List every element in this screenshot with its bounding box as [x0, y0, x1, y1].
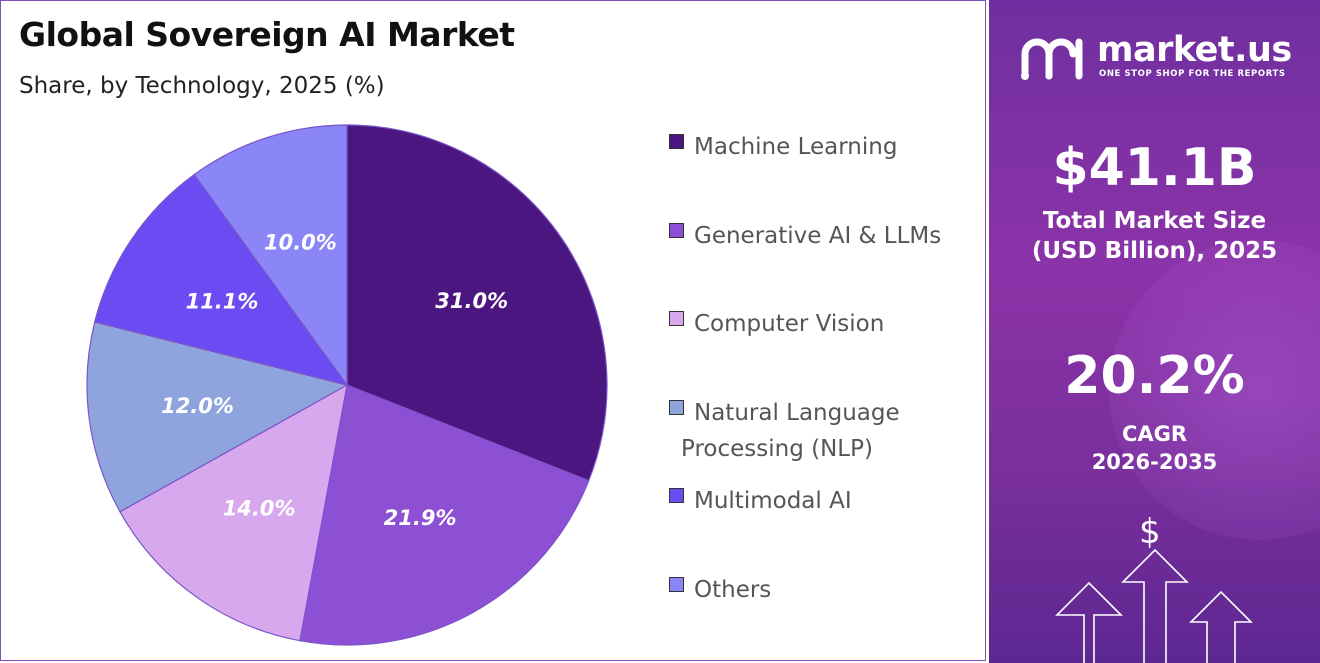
growth-arrows-icon — [1055, 548, 1253, 663]
cagr-period: 2026-2035 — [1091, 450, 1218, 474]
legend-swatch — [669, 311, 684, 326]
pie-slice-machine-learning — [346, 124, 608, 482]
market-size-sublabel: (USD Billion), 2025 — [1031, 238, 1278, 264]
pie-data-label: 11.1% — [186, 290, 259, 314]
market-size-label: Total Market Size — [1042, 208, 1267, 234]
pie-slice-others — [193, 124, 348, 387]
summary-sidebar: market.us ONE STOP SHOP FOR THE REPORTS … — [989, 0, 1320, 663]
pie-slice-generative-ai-llms — [299, 384, 590, 646]
chart-panel: Global Sovereign AI Market Share, by Tec… — [0, 0, 986, 661]
legend-label: Machine Learning — [694, 134, 898, 160]
chart-subtitle: Share, by Technology, 2025 (%) — [19, 73, 385, 99]
legend-swatch — [669, 577, 684, 592]
pie-data-label: 21.9% — [384, 506, 457, 530]
legend-label: Multimodal AI — [694, 488, 852, 514]
pie-data-label: 12.0% — [161, 394, 234, 418]
legend-label: Others — [694, 577, 772, 603]
market-us-logo-icon — [1021, 38, 1083, 80]
pie-data-label: 10.0% — [264, 231, 337, 255]
cagr-label: CAGR — [1121, 422, 1188, 446]
legend-swatch — [669, 134, 684, 149]
legend-swatch — [669, 223, 684, 238]
legend-swatch — [669, 488, 684, 503]
pie-slice-multimodal-ai — [94, 173, 349, 386]
legend-label: Generative AI & LLMs — [694, 223, 942, 249]
legend-swatch — [669, 400, 684, 415]
cagr-value: 20.2% — [1064, 346, 1245, 406]
pie-data-label: 31.0% — [435, 289, 508, 313]
pie-data-label: 14.0% — [223, 497, 296, 521]
logo-tagline: ONE STOP SHOP FOR THE REPORTS — [1099, 69, 1286, 79]
logo-text: market.us — [1097, 30, 1292, 70]
dollar-icon: $ — [1139, 512, 1161, 552]
legend-label: Natural Language Processing (NLP) — [681, 400, 900, 462]
pie-chart: 31.0% 21.9% 14.0% 12.0% 11.1% 10.0% — [86, 124, 608, 646]
legend-label: Computer Vision — [694, 311, 885, 337]
chart-title: Global Sovereign AI Market — [19, 15, 515, 54]
market-size-value: $41.1B — [1052, 138, 1257, 198]
pie-slice-computer-vision — [119, 383, 348, 642]
